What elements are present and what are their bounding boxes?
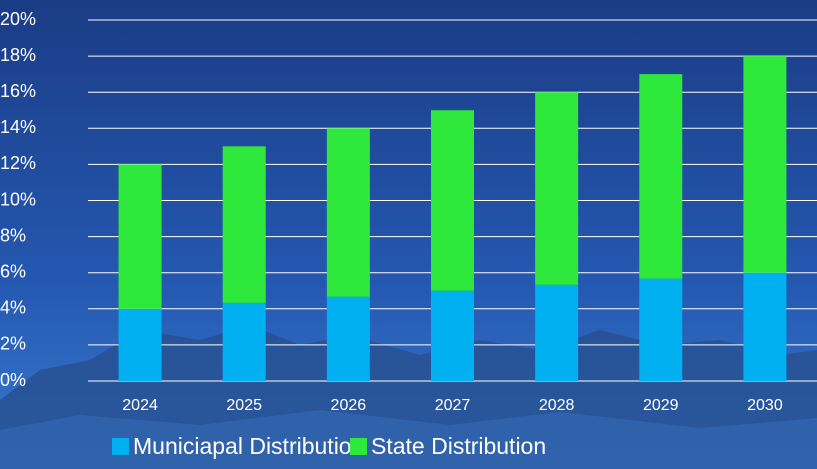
x-tick-label: 2026 <box>331 397 367 414</box>
legend-swatch <box>350 438 367 455</box>
y-tick-label: 18% <box>0 45 36 65</box>
bar-segment <box>535 285 578 381</box>
bar-segment <box>535 92 578 285</box>
bar-segment <box>119 309 162 381</box>
x-tick-label: 2027 <box>435 397 471 414</box>
y-tick-label: 10% <box>0 189 36 209</box>
x-tick-label: 2025 <box>226 397 262 414</box>
legend-label: Municiapal Distribution <box>133 433 364 459</box>
x-tick-label: 2029 <box>643 397 679 414</box>
bar-segment <box>431 291 474 381</box>
bar-segment <box>743 273 786 381</box>
x-tick-label: 2024 <box>122 397 158 414</box>
y-tick-label: 0% <box>0 370 26 390</box>
y-tick-label: 16% <box>0 81 36 101</box>
y-tick-label: 8% <box>0 225 26 245</box>
y-tick-label: 4% <box>0 298 26 318</box>
y-tick-label: 20% <box>0 9 36 29</box>
bar-segment <box>327 128 370 296</box>
y-tick-label: 12% <box>0 153 36 173</box>
legend-label: State Distribution <box>371 433 546 459</box>
y-tick-label: 6% <box>0 261 26 281</box>
x-tick-label: 2028 <box>539 397 575 414</box>
bar-segment <box>431 110 474 291</box>
bar-segment <box>743 56 786 273</box>
chart: 0% 2% 4% 6% 8% 10% 12% 14% 16% 18% 20% 2024 2025 2026… <box>0 0 817 469</box>
bar-segment <box>223 303 266 381</box>
bar-segment <box>639 74 682 279</box>
bar-segment <box>223 146 266 302</box>
bar-segment <box>327 297 370 381</box>
y-tick-label: 2% <box>0 334 26 354</box>
x-tick-label: 2030 <box>747 397 783 414</box>
bar-segment <box>639 279 682 381</box>
legend-swatch <box>112 438 129 455</box>
y-tick-label: 14% <box>0 117 36 137</box>
bar-segment <box>119 164 162 308</box>
